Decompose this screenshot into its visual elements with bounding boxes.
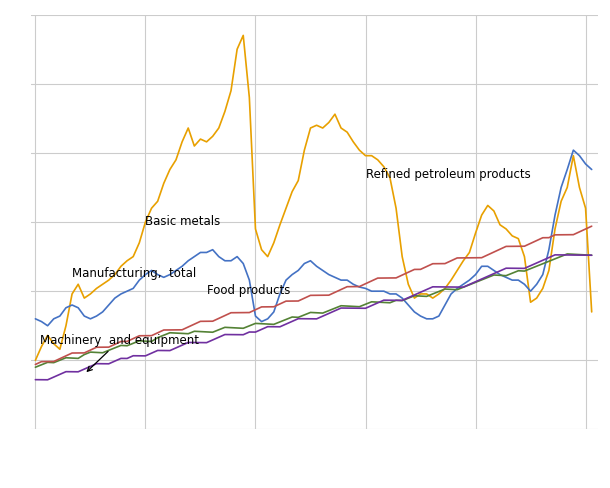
Text: Manufacturing,  total: Manufacturing, total (72, 267, 196, 280)
Text: Basic metals: Basic metals (145, 215, 221, 228)
Text: Food products: Food products (207, 284, 290, 297)
Text: Machinery  and equipment: Machinery and equipment (40, 334, 199, 371)
Text: Refined petroleum products: Refined petroleum products (365, 168, 530, 181)
